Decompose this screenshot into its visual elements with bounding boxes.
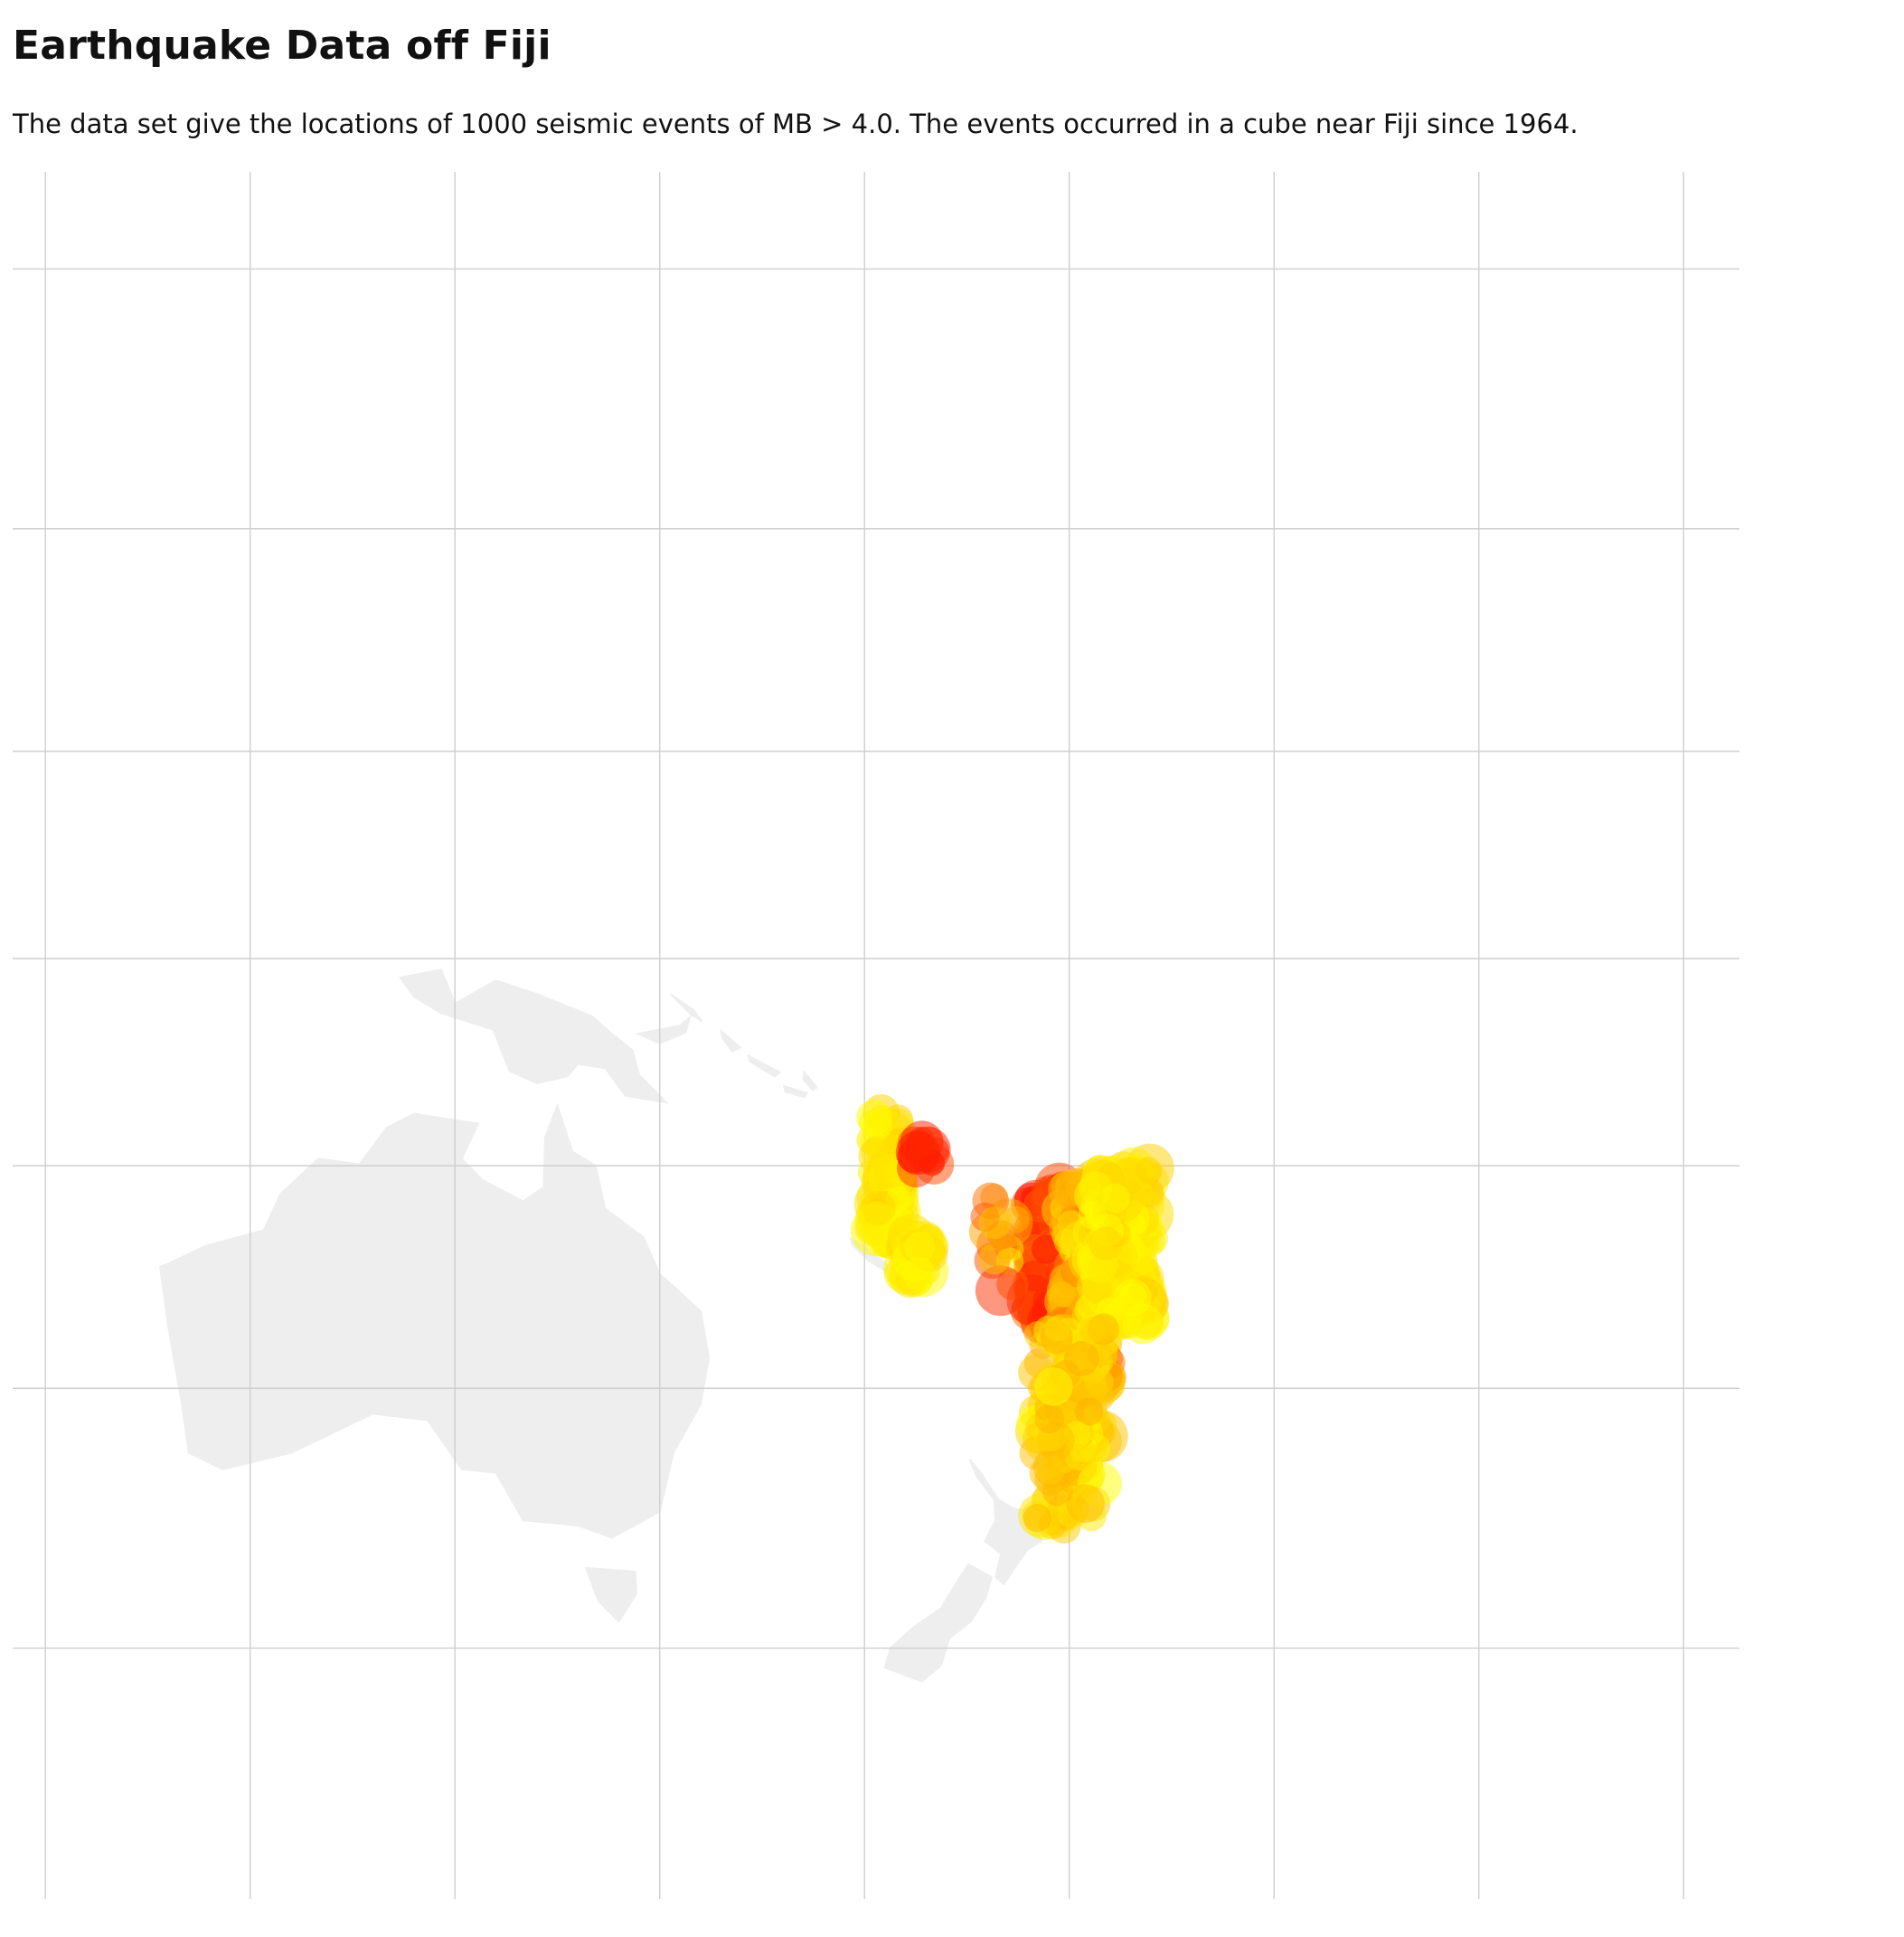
earthquake-marker[interactable] (1043, 1315, 1070, 1342)
earthquake-marker[interactable] (978, 1206, 1012, 1240)
earthquake-marker[interactable] (1066, 1484, 1105, 1523)
landmass-australia (159, 1102, 711, 1539)
earthquake-marker[interactable] (1089, 1226, 1123, 1261)
earthquake-marker[interactable] (975, 1265, 1026, 1317)
earthquake-marker[interactable] (861, 1137, 892, 1168)
landmass-nz-south (883, 1563, 993, 1683)
earthquake-marker[interactable] (1036, 1456, 1065, 1485)
earthquake-marker[interactable] (1135, 1157, 1163, 1185)
landmass-bougainville (720, 1028, 742, 1054)
earthquake-marker[interactable] (862, 1110, 893, 1140)
earthquake-marker[interactable] (1122, 1303, 1164, 1345)
earthquake-marker[interactable] (978, 1243, 1010, 1275)
earthquake-marker[interactable] (1079, 1317, 1106, 1344)
map-canvas[interactable] (13, 172, 1739, 1899)
earthquake-marker[interactable] (1075, 1397, 1103, 1426)
landmass-new-guinea (399, 968, 670, 1104)
earthquake-marker[interactable] (1050, 1281, 1076, 1308)
earthquake-marker[interactable] (1063, 1341, 1099, 1376)
landmass-solomons-c (802, 1070, 818, 1091)
landmass-new-ireland (670, 993, 703, 1023)
earthquake-layer[interactable] (850, 1094, 1174, 1544)
earthquake-marker[interactable] (901, 1256, 936, 1290)
map-container[interactable] (13, 172, 1739, 1899)
earthquake-marker[interactable] (904, 1126, 951, 1173)
earthquake-marker[interactable] (1100, 1183, 1131, 1214)
landmass-nz-north (968, 1459, 1051, 1586)
page-header: Earthquake Data off Fiji The data set gi… (13, 18, 1875, 139)
page-title: Earthquake Data off Fiji (13, 23, 551, 69)
earthquake-marker[interactable] (904, 1231, 936, 1262)
map-ocean (13, 172, 1739, 1899)
earthquake-marker[interactable] (1084, 1275, 1113, 1304)
landmass-tasmania (584, 1566, 638, 1623)
landmass-new-britain (635, 1015, 692, 1044)
landmass-solomons-a (747, 1054, 782, 1078)
earthquake-marker[interactable] (1034, 1367, 1073, 1406)
earthquake-marker[interactable] (1031, 1234, 1060, 1264)
earthquake-marker[interactable] (1034, 1403, 1064, 1433)
landmass-solomons-b (782, 1084, 809, 1099)
page-subtitle: The data set give the locations of 1000 … (13, 109, 1579, 139)
earthquake-marker[interactable] (1023, 1504, 1051, 1533)
